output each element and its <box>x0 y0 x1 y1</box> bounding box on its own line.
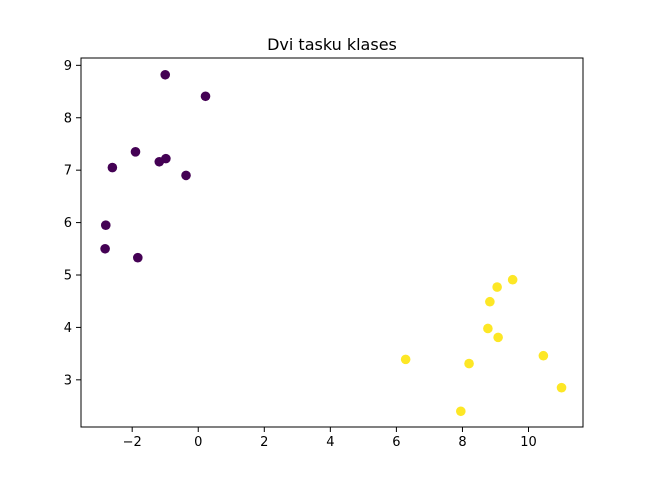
data-point-class-1 <box>133 252 143 263</box>
x-tick-label: 0 <box>194 435 202 450</box>
chart-title: Dvi tasku klases <box>267 35 397 54</box>
y-tick-label: 9 <box>64 59 72 74</box>
data-point-class-1 <box>154 156 165 167</box>
y-tick-label: 5 <box>64 268 72 283</box>
y-tick-label: 3 <box>64 373 72 388</box>
x-tick-label: −2 <box>123 435 142 450</box>
data-point-class-1 <box>107 162 118 173</box>
data-point-class-2 <box>483 323 493 334</box>
data-point-class-2 <box>456 406 466 417</box>
plot-frame <box>80 57 584 428</box>
data-point-class-1 <box>100 243 110 254</box>
data-points <box>100 69 567 417</box>
y-tick-label: 7 <box>64 164 72 179</box>
data-point-class-1 <box>181 170 191 181</box>
data-point-class-2 <box>485 296 495 307</box>
data-point-class-2 <box>400 354 411 365</box>
data-point-class-2 <box>492 282 502 292</box>
x-tick-label: 10 <box>520 435 537 450</box>
data-point-class-2 <box>556 382 567 393</box>
y-tick-label: 8 <box>64 111 72 126</box>
data-point-class-2 <box>464 358 474 369</box>
data-point-class-1 <box>100 220 111 231</box>
x-tick-label: 6 <box>392 435 400 450</box>
x-tick-label: 4 <box>326 435 334 450</box>
data-point-class-1 <box>160 69 171 80</box>
data-point-class-1 <box>130 147 141 157</box>
y-tick-label: 6 <box>64 216 72 231</box>
data-point-class-2 <box>493 332 503 343</box>
data-point-class-2 <box>538 350 549 361</box>
y-tick-label: 4 <box>64 321 72 336</box>
y-axis: 3 4 5 6 7 8 9 <box>64 59 81 388</box>
data-point-class-1 <box>200 91 211 102</box>
x-axis: −2 0 2 4 6 8 10 <box>123 427 537 450</box>
x-tick-label: 8 <box>458 435 466 450</box>
data-point-class-2 <box>507 274 518 285</box>
x-tick-label: 2 <box>260 435 268 450</box>
